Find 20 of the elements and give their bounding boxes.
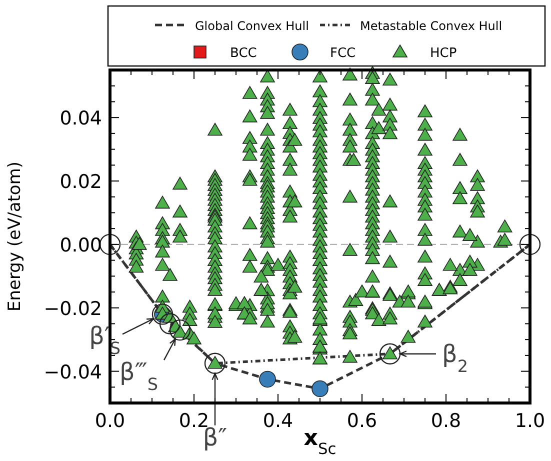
y-tick-label: 0.04 [60, 108, 102, 130]
y-tick-label: −0.02 [44, 298, 102, 320]
x-tick-label: 0.8 [430, 410, 462, 432]
annotation: β′$_{S}$ [89, 322, 120, 358]
y-tick-label: −0.04 [44, 361, 102, 384]
legend-label: Global Convex Hull [195, 19, 309, 33]
annotation: β$_{2}$ [442, 340, 468, 376]
legend-label: FCC [330, 46, 356, 61]
x-tick-label: 1.0 [514, 410, 546, 432]
x-axis-title: x$_{Sc}$ [304, 426, 336, 458]
x-tick-label: 0.6 [346, 410, 378, 432]
y-axis-title: Energy (eV/atom) [5, 161, 25, 312]
annotation: β‴$_{S}$ [120, 358, 158, 394]
legend-label: BCC [230, 46, 257, 61]
legend-label: Metastable Convex Hull [360, 19, 502, 33]
y-tick-label: 0.00 [60, 234, 102, 256]
legend-label: HCP [430, 46, 457, 61]
y-tick-label: 0.02 [60, 171, 102, 193]
x-tick-label: 0.0 [94, 410, 126, 432]
x-tick-label: 0.4 [262, 410, 294, 432]
